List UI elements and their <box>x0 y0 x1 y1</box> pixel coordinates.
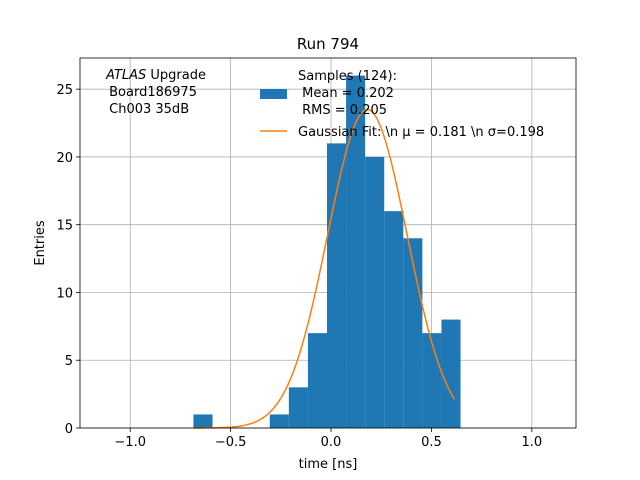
annotation-line-1: ATLAS Upgrade <box>105 68 206 83</box>
y-tick-label: 0 <box>65 422 73 437</box>
histogram-bar <box>307 333 327 428</box>
atlas-annotation: ATLAS Upgrade Board186975 Ch003 35dB <box>105 68 206 117</box>
histogram-bars <box>193 75 461 428</box>
axis-ticks: −1.0 −0.5 0.0 0.5 1.0 0 5 10 15 20 25 <box>56 83 542 450</box>
histogram-bar <box>422 333 442 428</box>
y-tick-label: 25 <box>56 83 73 98</box>
histogram-bar <box>403 238 423 428</box>
plot-frame <box>79 57 577 429</box>
y-tick-label: 5 <box>65 354 73 369</box>
y-tick-label: 20 <box>56 151 73 166</box>
annotation-board: Board186975 <box>105 85 197 100</box>
x-tick-label: 0.0 <box>321 435 342 450</box>
gaussian-fit <box>193 108 456 429</box>
histogram-bar <box>326 143 347 428</box>
y-tick-label: 10 <box>56 286 73 301</box>
x-axis-label: time [ns] <box>299 457 358 472</box>
gaussian-fit-curve <box>193 108 456 429</box>
annotation-upgrade: Upgrade <box>146 68 206 83</box>
x-tick-label: 0.5 <box>421 435 442 450</box>
histogram-bar <box>269 414 289 428</box>
x-tick-label: −1.0 <box>114 435 146 450</box>
y-tick-label: 15 <box>56 219 73 234</box>
legend-histogram-line-1: Samples (124): <box>298 69 397 84</box>
annotation-atlas: ATLAS <box>105 68 146 83</box>
x-tick-label: −0.5 <box>215 435 247 450</box>
y-axis-label: Entries <box>33 220 48 266</box>
legend-histogram-line-2: Mean = 0.202 <box>298 86 394 101</box>
histogram-bar <box>288 387 308 428</box>
histogram-bar <box>346 75 366 428</box>
legend-fit-label: Gaussian Fit: \n μ = 0.181 \n σ=0.198 <box>298 125 544 140</box>
legend: Samples (124): Mean = 0.202 RMS = 0.205 … <box>260 69 544 140</box>
histogram-bar <box>384 211 404 428</box>
legend-histogram-swatch <box>260 89 287 99</box>
legend-histogram-line-3: RMS = 0.205 <box>298 103 387 118</box>
x-tick-label: 1.0 <box>521 435 542 450</box>
annotation-channel: Ch003 35dB <box>105 102 189 117</box>
histogram-bar <box>441 319 461 428</box>
histogram-bar <box>193 414 213 428</box>
histogram-bar <box>365 156 385 428</box>
chart-title: Run 794 <box>297 35 359 53</box>
